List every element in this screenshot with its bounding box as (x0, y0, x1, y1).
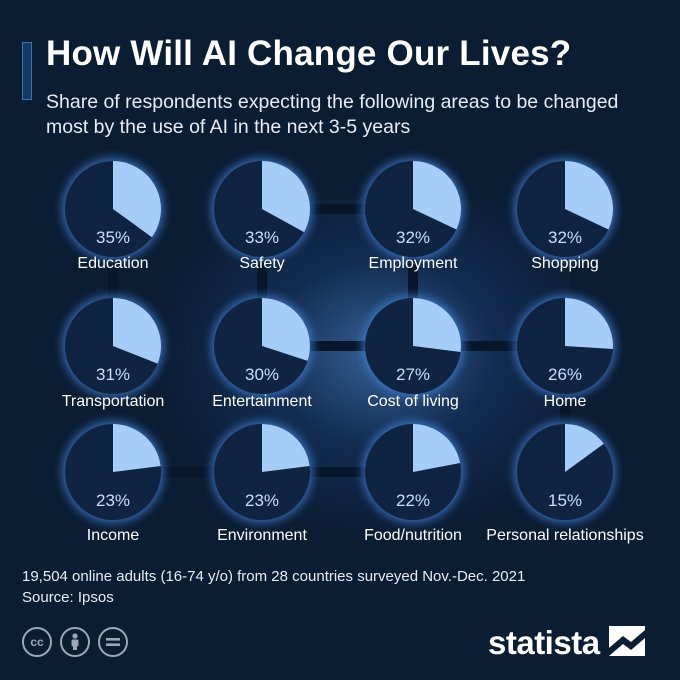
value-label: 26% (548, 365, 582, 384)
pie-item: 23% Environment (212, 422, 312, 544)
pie-slice (113, 424, 161, 472)
no-derivatives-icon[interactable] (98, 627, 128, 657)
pie-item: 23% Income (63, 422, 163, 544)
pie-slice (413, 298, 461, 353)
pie-slice (565, 161, 613, 230)
value-label: 23% (96, 491, 130, 510)
attribution-icon[interactable] (60, 627, 90, 657)
survey-note: 19,504 online adults (16-74 y/o) from 28… (22, 568, 526, 585)
pie-slice (262, 161, 310, 233)
pie-item: 30% Entertainment (212, 296, 312, 410)
value-label: 22% (396, 491, 430, 510)
category-label: Home (544, 393, 587, 410)
footnote: 19,504 online adults (16-74 y/o) from 28… (22, 566, 525, 608)
license-icons: cc (22, 627, 128, 657)
category-label: Safety (239, 255, 284, 272)
value-label: 27% (396, 365, 430, 384)
category-label: Shopping (531, 255, 599, 272)
category-label: Income (87, 527, 140, 544)
category-label: Environment (217, 527, 307, 544)
pie-item: 35% Education (63, 159, 163, 272)
pie-item: 33% Safety (212, 159, 312, 272)
pie-slice (413, 424, 461, 472)
pie-item: 15% Personal relationships (486, 422, 644, 544)
category-label: Education (77, 255, 148, 272)
value-label: 23% (245, 491, 279, 510)
category-label: Personal relationships (486, 527, 643, 544)
pie-item: 27% Cost of living (363, 296, 463, 410)
pie-slice (262, 298, 310, 361)
pie-slice (113, 161, 161, 238)
pie-item: 22% Food/nutrition (363, 422, 463, 544)
statista-logo-icon (608, 625, 645, 661)
value-label: 35% (96, 228, 130, 247)
page-title: How Will AI Change Our Lives? (46, 34, 572, 73)
pie-slice (113, 298, 162, 364)
category-label: Transportation (62, 393, 165, 410)
statista-logo[interactable]: statista (488, 624, 645, 662)
category-label: Employment (369, 255, 458, 272)
value-label: 33% (245, 228, 279, 247)
pie-slice (262, 424, 310, 472)
source-note: Source: Ipsos (22, 589, 114, 606)
value-label: 30% (245, 365, 279, 384)
category-label: Entertainment (212, 393, 312, 410)
pie-item: 32% Shopping (515, 159, 615, 272)
category-label: Food/nutrition (364, 527, 462, 544)
pie-item: 32% Employment (363, 159, 463, 272)
pie-slice (565, 424, 604, 472)
pie-item: 26% Home (515, 296, 615, 410)
page-subtitle: Share of respondents expecting the follo… (46, 91, 619, 138)
value-label: 31% (96, 365, 130, 384)
category-label: Cost of living (367, 393, 459, 410)
statista-wordmark: statista (488, 624, 600, 661)
pie-slice (413, 161, 461, 230)
value-label: 32% (548, 228, 582, 247)
pie-item: 31% Transportation (62, 296, 165, 410)
title-accent-bar (22, 42, 32, 100)
cc-icon[interactable]: cc (22, 627, 52, 657)
pie-slice (565, 298, 614, 350)
value-label: 32% (396, 228, 430, 247)
value-label: 15% (548, 491, 582, 510)
